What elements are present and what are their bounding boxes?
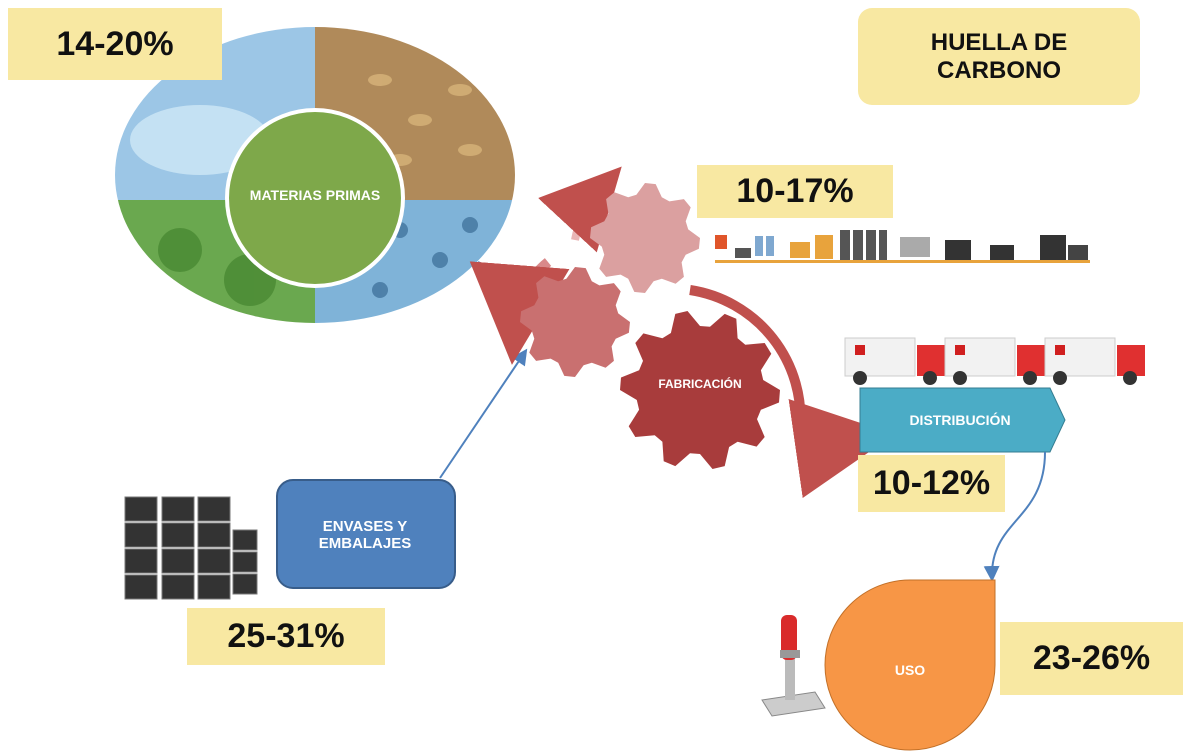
share-label: 25-31% — [187, 608, 385, 665]
share-label: 14-20% — [8, 8, 222, 80]
crate — [162, 575, 194, 599]
logo — [1055, 345, 1065, 355]
crate — [162, 497, 194, 521]
wheel — [923, 371, 937, 385]
truck-body — [945, 338, 1015, 376]
stage-label: FABRICACIÓN — [630, 372, 770, 396]
crate — [125, 497, 157, 521]
share-label: 10-12% — [858, 455, 1005, 512]
arrow — [478, 262, 515, 280]
stage-label: MATERIAS PRIMAS — [245, 165, 385, 225]
crate — [162, 549, 194, 573]
logo — [855, 345, 865, 355]
wheel — [1123, 371, 1137, 385]
gear — [590, 183, 700, 293]
share-label: 10-17% — [697, 165, 893, 218]
tap-icon — [762, 615, 825, 716]
crate — [233, 574, 257, 594]
arrow — [440, 352, 525, 478]
wheel — [953, 371, 967, 385]
truck-body — [1045, 338, 1115, 376]
crate — [233, 530, 257, 550]
title: HUELLA DE CARBONO — [858, 8, 1140, 105]
wheel — [853, 371, 867, 385]
page: 14-20% HUELLA DE CARBONO MATERIAS PRIMAS… — [0, 0, 1183, 756]
process-icons — [715, 230, 1090, 263]
truck-body — [845, 338, 915, 376]
crate — [125, 575, 157, 599]
logo — [955, 345, 965, 355]
crate — [125, 523, 157, 547]
crate — [198, 575, 230, 599]
stage-label: USO — [870, 655, 950, 685]
wheel — [1023, 371, 1037, 385]
crate — [198, 497, 230, 521]
stage-label: ENVASES Y EMBALAJES — [300, 505, 430, 565]
gear — [520, 267, 630, 377]
crate — [198, 523, 230, 547]
crate — [162, 523, 194, 547]
stage-label: DISTRIBUCIÓN — [860, 388, 1060, 452]
crate — [198, 549, 230, 573]
crate — [233, 552, 257, 572]
share-label: 23-26% — [1000, 622, 1183, 695]
wheel — [1053, 371, 1067, 385]
crate — [125, 549, 157, 573]
